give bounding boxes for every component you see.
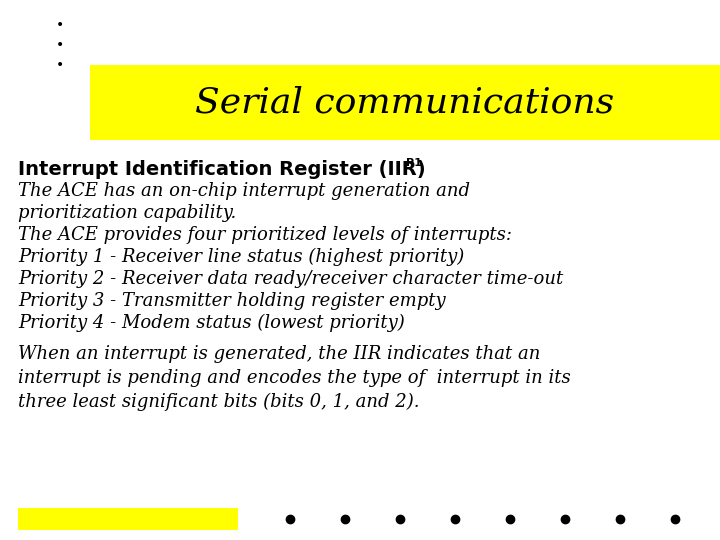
Text: Priority 1 - Receiver line status (highest priority): Priority 1 - Receiver line status (highe… [18,248,464,266]
Text: three least significant bits (bits 0, 1, and 2).: three least significant bits (bits 0, 1,… [18,393,420,411]
Text: Interrupt Identification Register (IIR): Interrupt Identification Register (IIR) [18,160,433,179]
Bar [18,508,238,530]
Text: prioritization capability.: prioritization capability. [18,204,236,222]
Text: Priority 3 - Transmitter holding register empty: Priority 3 - Transmitter holding registe… [18,292,446,310]
Text: •: • [56,38,64,52]
Text: Priority 4 - Modem status (lowest priority): Priority 4 - Modem status (lowest priori… [18,314,405,332]
Text: •: • [56,58,64,72]
Text: The ACE has an on-chip interrupt generation and: The ACE has an on-chip interrupt generat… [18,182,470,200]
Text: •: • [56,18,64,32]
Text: interrupt is pending and encodes the type of  interrupt in its: interrupt is pending and encodes the typ… [18,369,571,387]
Bar [90,65,720,140]
Text: Priority 2 - Receiver data ready/receiver character time-out: Priority 2 - Receiver data ready/receive… [18,270,563,288]
Text: Serial communications: Serial communications [195,85,615,119]
Text: P1: P1 [406,158,422,168]
Text: When an interrupt is generated, the IIR indicates that an: When an interrupt is generated, the IIR … [18,345,541,363]
Text: The ACE provides four prioritized levels of interrupts:: The ACE provides four prioritized levels… [18,226,512,244]
